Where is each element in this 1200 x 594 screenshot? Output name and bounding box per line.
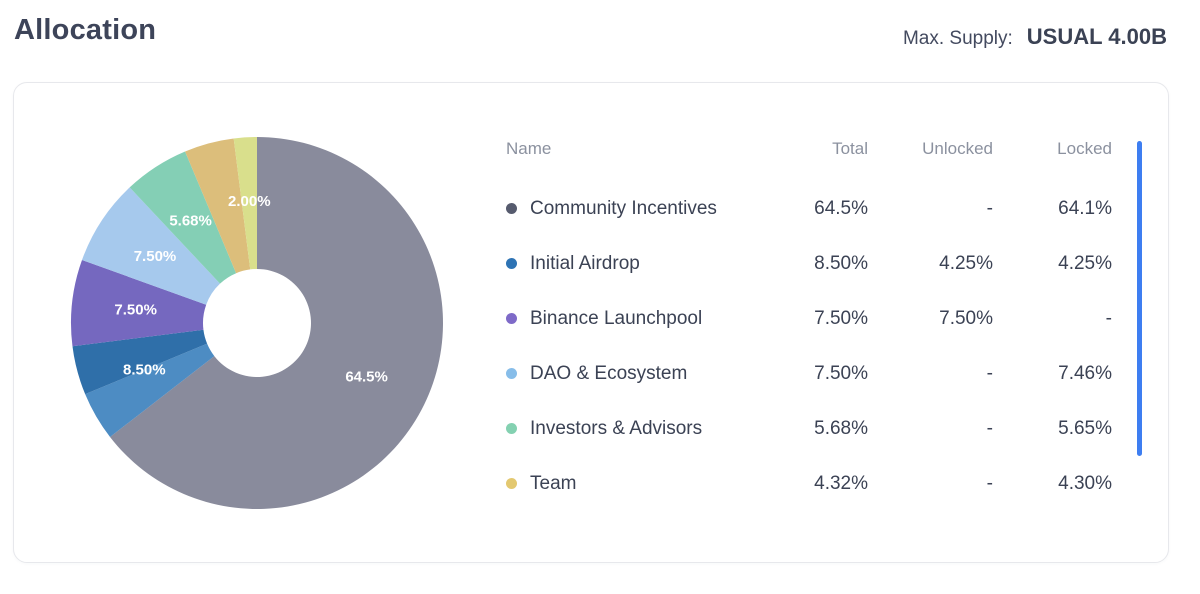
row-name-cell: Binance Launchpool (506, 308, 784, 330)
row-locked: - (1105, 307, 1112, 329)
row-unlocked: 4.25% (939, 252, 993, 274)
donut-slice-2[interactable] (72, 329, 208, 395)
donut-slice-4[interactable] (82, 187, 221, 305)
row-unlocked: - (986, 472, 993, 494)
row-total: 7.50% (814, 362, 868, 384)
donut-chart: 64.5% 8.50% 7.50% 7.50% 5.68% 2.00% (70, 136, 444, 510)
row-unlocked: - (986, 417, 993, 439)
max-supply-label: Max. Supply: (902, 28, 1013, 49)
table-row[interactable]: DAO & Ecosystem 7.50% - 7.46% (506, 346, 1112, 401)
legend-dot-icon (506, 203, 517, 214)
row-locked: 4.30% (1058, 472, 1112, 494)
donut-slice-5[interactable] (129, 151, 237, 284)
legend-dot-icon (506, 313, 517, 324)
row-unlocked: - (986, 197, 993, 219)
donut-data-label: 2.00% (228, 193, 271, 210)
table-header-row: Name Total Unlocked Locked (506, 139, 1112, 159)
row-name-cell: Team (506, 473, 784, 495)
header-locked: Locked (1057, 139, 1112, 158)
row-name-cell: Initial Airdrop (506, 253, 784, 275)
donut-slice-0[interactable] (110, 137, 443, 509)
row-locked: 64.1% (1058, 197, 1112, 219)
page-title: Allocation (14, 14, 157, 46)
donut-slice-6[interactable] (185, 138, 251, 274)
table-row[interactable]: Initial Airdrop 8.50% 4.25% 4.25% (506, 236, 1112, 291)
header-total: Total (832, 139, 868, 158)
row-unlocked: - (986, 362, 993, 384)
max-supply: Max. Supply: USUAL 4.00B (903, 24, 1167, 50)
header-unlocked: Unlocked (922, 139, 993, 158)
max-supply-value: USUAL 4.00B (1026, 24, 1167, 49)
header-name: Name (506, 139, 552, 158)
row-name: Team (530, 472, 577, 494)
donut-slice-7[interactable] (233, 137, 257, 270)
allocation-card: 64.5% 8.50% 7.50% 7.50% 5.68% 2.00% Name Tota… (13, 82, 1169, 563)
donut-slice-1[interactable] (85, 343, 215, 437)
donut-slice-3[interactable] (71, 259, 207, 347)
legend-dot-icon (506, 478, 517, 489)
row-name: Investors & Advisors (530, 417, 703, 439)
donut-data-label: 64.5% (345, 369, 388, 386)
allocation-table: Name Total Unlocked Locked Community Inc… (506, 139, 1112, 511)
row-name-cell: DAO & Ecosystem (506, 363, 784, 385)
table-row[interactable]: Binance Launchpool 7.50% 7.50% - (506, 291, 1112, 346)
donut-data-label: 7.50% (114, 302, 157, 319)
row-total: 4.32% (814, 472, 868, 494)
row-name: Binance Launchpool (530, 307, 703, 329)
row-name-cell: Investors & Advisors (506, 418, 784, 440)
legend-dot-icon (506, 423, 517, 434)
row-unlocked: 7.50% (939, 307, 993, 329)
donut-data-label: 7.50% (134, 248, 177, 265)
donut-data-label: 5.68% (169, 213, 212, 230)
row-name: DAO & Ecosystem (530, 362, 688, 384)
row-total: 8.50% (814, 252, 868, 274)
table-scrollbar[interactable] (1137, 141, 1142, 456)
table-row[interactable]: Team 4.32% - 4.30% (506, 456, 1112, 511)
row-name: Community Incentives (530, 197, 717, 219)
row-locked: 4.25% (1058, 252, 1112, 274)
row-name: Initial Airdrop (530, 252, 640, 274)
table-body: Community Incentives 64.5% - 64.1% Initi… (506, 181, 1112, 511)
row-locked: 5.65% (1058, 417, 1112, 439)
row-name-cell: Community Incentives (506, 198, 784, 220)
legend-dot-icon (506, 368, 517, 379)
donut-svg: 64.5% 8.50% 7.50% 7.50% 5.68% 2.00% (71, 137, 443, 509)
table-row[interactable]: Community Incentives 64.5% - 64.1% (506, 181, 1112, 236)
legend-dot-icon (506, 258, 517, 269)
donut-data-label: 8.50% (123, 362, 166, 379)
row-locked: 7.46% (1058, 362, 1112, 384)
table-row[interactable]: Investors & Advisors 5.68% - 5.65% (506, 401, 1112, 456)
row-total: 64.5% (814, 197, 868, 219)
row-total: 7.50% (814, 307, 868, 329)
row-total: 5.68% (814, 417, 868, 439)
